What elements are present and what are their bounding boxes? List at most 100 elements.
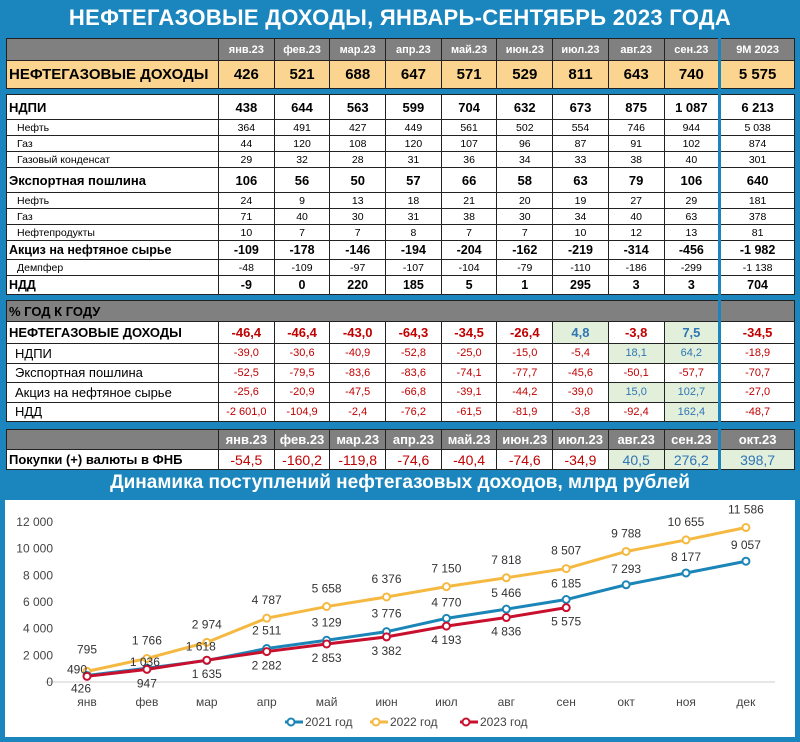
series-line-2022-год: [86, 526, 747, 673]
cell: -46,4: [218, 321, 275, 344]
cell: 79: [607, 167, 665, 193]
cell: 427: [329, 119, 387, 136]
cell: 30: [496, 208, 554, 225]
cell: 57: [385, 167, 442, 193]
cell: -39,0: [218, 343, 275, 364]
yoy-row: НДПИ -39,0 -30,6 -40,9 -52,8 -25,0 -15,0 -5,4 18…: [6, 343, 795, 364]
row-label: Нефть: [6, 119, 219, 136]
x-tick-label: окт: [617, 695, 635, 709]
cell: 740: [663, 60, 721, 89]
y-tick-label: 6 000: [23, 595, 53, 609]
cell: -74,1: [440, 362, 498, 383]
data-point: [262, 613, 272, 623]
cell: 28: [329, 151, 387, 168]
divider: [6, 88, 795, 95]
cell: 3: [663, 275, 721, 295]
cell: 29: [663, 192, 721, 209]
cell: 56: [273, 167, 331, 193]
cell: -3,8: [607, 321, 665, 344]
table-row: НДД -9 0 220 185 5 1 295 3 3 704: [6, 275, 795, 295]
data-label: 8 507: [551, 544, 581, 558]
cell: -314: [607, 240, 665, 260]
cell: -52,5: [218, 362, 275, 383]
data-label: 4 193: [431, 633, 461, 647]
cell: -109: [218, 240, 275, 260]
cell: -40,9: [329, 343, 387, 364]
row-label: Газ: [6, 135, 219, 152]
cell-total: 181: [718, 192, 795, 209]
chart-svg: 0 2 000 4 000 6 000 8 000 10 000 12 000 янв фев м…: [16, 503, 775, 729]
cell: -160,2: [273, 449, 331, 470]
x-tick-label: ноя: [676, 695, 696, 709]
cell: 102,7: [663, 382, 721, 403]
data-label: 7 818: [491, 553, 521, 567]
data-label: 10 655: [668, 515, 705, 529]
row-label: НДД: [6, 275, 219, 295]
data-label: 2 974: [192, 617, 222, 631]
cell: 561: [440, 119, 498, 136]
data-label: 4 787: [252, 593, 282, 607]
cell: -52,8: [385, 343, 442, 364]
cell: -25,6: [218, 382, 275, 403]
cell: 40,5: [607, 449, 665, 470]
cell: 811: [552, 60, 609, 89]
data-point: [202, 637, 212, 647]
cell: 12: [607, 224, 665, 241]
header-blank: [6, 38, 219, 61]
cell: -26,4: [496, 321, 554, 344]
column-header: авг.23: [607, 429, 665, 450]
table-row: Нефть 364 491 427 449 561 502 554 746 944 5 038: [6, 119, 795, 136]
data-label: 2 511: [252, 624, 281, 638]
purchases-header: янв.23 фев.23 мар.23 апр.23 май.23 июн.23 июл.…: [6, 429, 795, 450]
cell: 40: [663, 151, 721, 168]
cell: 58: [496, 167, 554, 193]
table-row: Экспортная пошлина 106 56 50 57 66 58 63 79 106 64…: [6, 167, 795, 193]
cell: 7: [329, 224, 387, 241]
data-point: [142, 653, 152, 663]
row-label: НДПИ: [6, 94, 219, 120]
data-point: [142, 664, 152, 674]
data-point: [621, 546, 631, 556]
cell: 27: [607, 192, 665, 209]
cell: 96: [496, 135, 554, 152]
page-title: НЕФТЕГАЗОВЫЕ ДОХОДЫ, ЯНВАРЬ-СЕНТЯБРЬ 202…: [68, 5, 732, 30]
cell: -119,8: [329, 449, 387, 470]
cell: -50,1: [607, 362, 665, 383]
data-label: 7 293: [611, 562, 641, 576]
cell: 491: [273, 119, 331, 136]
cell: 632: [496, 94, 554, 120]
x-tick-label: июл: [435, 695, 457, 709]
cell: 563: [329, 94, 387, 120]
cell-total: -34,5: [718, 321, 795, 344]
cell: -146: [329, 240, 387, 260]
cell: 426: [218, 60, 275, 89]
x-tick-label: дек: [736, 695, 756, 709]
cell: 40: [607, 208, 665, 225]
cell: 40: [273, 208, 331, 225]
cell: -9: [218, 275, 275, 295]
cell: -43,0: [329, 321, 387, 344]
y-tick-label: 10 000: [16, 542, 53, 556]
cell-total: 81: [718, 224, 795, 241]
x-tick-label: июн: [375, 695, 397, 709]
table-row: Демпфер -48 -109 -97 -107 -104 -79 -110 -186 -299…: [6, 259, 795, 276]
line-chart: 0 2 000 4 000 6 000 8 000 10 000 12 000 янв фев м…: [5, 500, 795, 737]
y-tick-label: 0: [46, 675, 53, 689]
legend-label: 2023 год: [480, 715, 528, 729]
cell: -34,9: [552, 449, 609, 470]
cell: -83,6: [385, 362, 442, 383]
cell: -48: [218, 259, 275, 276]
gap: [6, 88, 795, 95]
cell: -40,4: [440, 449, 498, 470]
yoy-row: Экспортная пошлина -52,5 -79,5 -83,6 -83,6 -7…: [6, 362, 795, 383]
data-label: 8 177: [671, 550, 701, 564]
cell: -107: [385, 259, 442, 276]
cell: -66,8: [385, 382, 442, 403]
table-row: НДПИ 438 644 563 599 704 632 673 875 1 087 6 213: [6, 94, 795, 120]
cell: -81,9: [496, 401, 554, 422]
fnb-purchases-table: янв.23 фев.23 мар.23 апр.23 май.23 июн.23 июл.…: [6, 429, 795, 470]
data-label: 5 658: [312, 582, 342, 596]
header-blank: [6, 429, 219, 450]
cell: 63: [552, 167, 609, 193]
data-point: [82, 671, 92, 681]
